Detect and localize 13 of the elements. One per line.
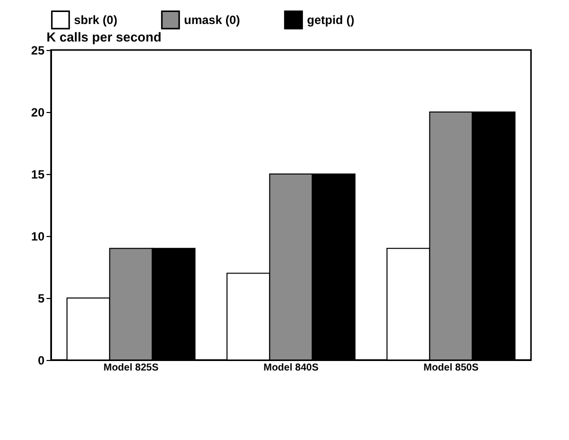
x-tick-label: Model 840S [263, 362, 319, 374]
y-tick-label: 15 [31, 168, 45, 182]
y-tick-label: 0 [38, 354, 45, 368]
legend-label: sbrk (0) [74, 12, 118, 27]
x-tick-label: Model 825S [103, 362, 159, 374]
y-tick-label: 10 [31, 230, 45, 244]
legend-label: getpid () [307, 12, 354, 27]
y-tick-label: 25 [31, 44, 45, 58]
y-tick-label: 20 [31, 106, 45, 120]
y-axis-title: K calls per second [46, 30, 162, 44]
x-tick-label: Model 850S [423, 362, 479, 374]
y-tick-label: 5 [38, 292, 45, 306]
legend-label: umask (0) [184, 12, 240, 27]
